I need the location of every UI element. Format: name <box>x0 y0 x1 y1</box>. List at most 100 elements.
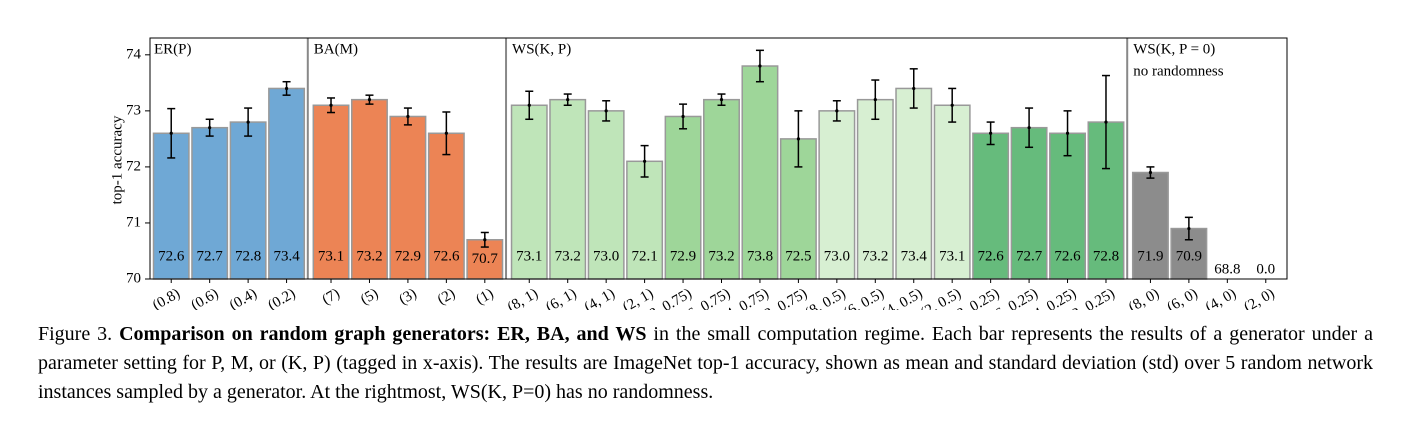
caption: Figure 3. Comparison on random graph gen… <box>38 320 1373 407</box>
value-label: 73.4 <box>273 248 300 264</box>
mean-dot <box>719 98 724 102</box>
value-label: 70.7 <box>472 251 499 267</box>
x-tick-label: (6, 0) <box>1164 286 1200 310</box>
mean-dot <box>444 131 448 135</box>
value-label: 72.9 <box>670 248 696 264</box>
y-axis-label: top-1 accuracy <box>109 115 125 204</box>
mean-dot <box>681 114 685 119</box>
value-label: 72.6 <box>978 248 1005 264</box>
value-label: 73.1 <box>318 248 344 264</box>
y-tick-label: 74 <box>126 46 142 62</box>
mean-dot <box>1187 226 1191 231</box>
group-label: ER(P) <box>154 41 192 57</box>
x-tick-label: (1) <box>473 286 496 309</box>
value-label: 72.1 <box>631 248 657 264</box>
value-label: 73.8 <box>747 248 773 264</box>
value-label: 0.0 <box>1256 261 1275 277</box>
value-label: 72.5 <box>785 248 811 264</box>
bar <box>856 98 894 280</box>
mean-dot <box>406 114 410 119</box>
caption-text: in the small computation regime. Each ba… <box>38 323 1373 403</box>
caption-label: Figure 3. <box>38 323 113 345</box>
x-tick-label: (8, 0) <box>1126 286 1162 310</box>
group-label: WS(K, P) <box>512 41 571 57</box>
x-tick-label: (4, 0) <box>1203 286 1239 310</box>
value-label: 73.0 <box>824 248 850 264</box>
mean-dot <box>989 131 993 135</box>
x-tick-label: (0.6) <box>188 286 221 310</box>
chart: top-1 accuracy 70 71 72 73 74 ER(P) 72.6 (0.8) 7… <box>109 37 1288 310</box>
x-tick-label: (3) <box>396 286 419 309</box>
mean-dot <box>208 126 212 130</box>
bar <box>1010 126 1048 280</box>
value-label: 73.1 <box>939 248 965 264</box>
mean-dot <box>643 159 647 163</box>
x-tick-label: (5) <box>358 286 381 309</box>
value-label: 72.6 <box>158 248 185 264</box>
x-tick-label: (7) <box>320 286 343 309</box>
mean-dot <box>527 103 531 107</box>
bar <box>972 132 1010 280</box>
bar <box>1131 171 1169 280</box>
plot-frame <box>149 37 1288 280</box>
bar <box>350 98 388 280</box>
value-label: 73.1 <box>516 248 542 264</box>
y-tick-label: 70 <box>126 270 141 286</box>
mean-dot <box>1104 120 1108 124</box>
value-label: 72.9 <box>395 248 421 264</box>
x-tick-label: (2, 0) <box>1241 286 1277 310</box>
x-tick-label: (2) <box>435 286 458 309</box>
value-label: 68.8 <box>1214 261 1240 277</box>
x-tick-label: (4, 1) <box>582 286 618 310</box>
mean-dot <box>758 64 762 68</box>
bar <box>741 65 779 280</box>
value-label: 73.2 <box>555 248 581 264</box>
mean-dot <box>483 238 487 242</box>
value-label: 70.9 <box>1176 248 1202 264</box>
group-label: WS(K, P = 0) <box>1133 41 1215 57</box>
group-note: no randomness <box>1133 63 1224 79</box>
mean-dot <box>284 86 289 91</box>
mean-dot <box>1065 131 1070 135</box>
mean-dot <box>246 120 250 124</box>
x-tick-label: (8, 1) <box>505 286 541 310</box>
mean-dot <box>367 98 372 102</box>
mean-dot <box>1027 126 1031 130</box>
value-label: 72.7 <box>1016 248 1043 264</box>
value-label: 73.2 <box>356 248 382 264</box>
y-tick-label: 71 <box>126 214 141 230</box>
value-label: 72.6 <box>433 248 460 264</box>
mean-dot <box>873 98 877 102</box>
mean-dot <box>950 103 954 107</box>
bar <box>510 104 548 280</box>
mean-dot <box>566 98 570 102</box>
y-tick-label: 73 <box>126 102 141 118</box>
value-label: 73.4 <box>901 248 928 264</box>
x-tick-label: (0.8) <box>150 286 183 310</box>
value-label: 72.8 <box>235 248 261 264</box>
value-label: 73.2 <box>708 248 734 264</box>
bar <box>229 121 267 280</box>
mean-dot <box>1148 170 1153 175</box>
mean-dot <box>912 86 916 91</box>
mean-dot <box>329 103 333 107</box>
value-label: 72.6 <box>1054 248 1081 264</box>
x-tick-label: (6, 1) <box>543 286 579 310</box>
value-label: 72.8 <box>1093 248 1119 264</box>
x-tick-label: (0.2) <box>265 286 298 310</box>
mean-dot <box>835 109 839 113</box>
mean-dot <box>604 109 608 113</box>
value-label: 71.9 <box>1137 248 1163 264</box>
bar <box>312 104 350 280</box>
mean-dot <box>169 131 173 135</box>
bar <box>268 87 306 280</box>
x-tick-label: (0.4) <box>227 286 260 310</box>
mean-dot <box>796 137 800 141</box>
group-label: BA(M) <box>314 41 358 57</box>
value-label: 73.0 <box>593 248 619 264</box>
caption-bold: Comparison on random graph generators: E… <box>119 323 647 345</box>
bar <box>549 98 587 280</box>
value-label: 73.2 <box>862 248 888 264</box>
bar <box>1049 132 1087 280</box>
